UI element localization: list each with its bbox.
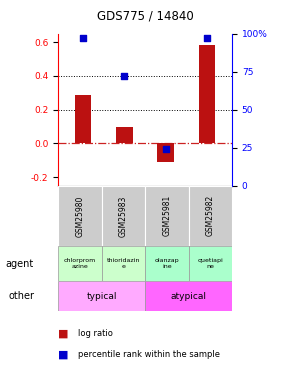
Bar — [116, 128, 133, 143]
Text: ■: ■ — [58, 329, 68, 339]
Text: GSM25980: GSM25980 — [75, 195, 84, 237]
Text: agent: agent — [6, 258, 34, 268]
Text: GSM25983: GSM25983 — [119, 195, 128, 237]
Text: typical: typical — [86, 292, 117, 301]
Text: log ratio: log ratio — [78, 329, 113, 338]
Bar — [145, 281, 232, 311]
Point — [81, 35, 85, 41]
Text: olanzap
ine: olanzap ine — [155, 258, 179, 269]
Point — [122, 73, 127, 79]
Text: other: other — [8, 291, 34, 301]
Text: GDS775 / 14840: GDS775 / 14840 — [97, 9, 193, 22]
Text: percentile rank within the sample: percentile rank within the sample — [78, 350, 220, 359]
Bar — [199, 45, 215, 143]
Bar — [58, 246, 102, 281]
Text: thioridazin
e: thioridazin e — [106, 258, 140, 269]
Bar — [102, 186, 145, 246]
Bar — [102, 246, 145, 281]
Bar — [188, 246, 232, 281]
Bar — [145, 186, 188, 246]
Bar — [75, 95, 91, 143]
Text: GSM25981: GSM25981 — [162, 195, 171, 237]
Bar — [58, 281, 145, 311]
Bar — [145, 246, 188, 281]
Point — [205, 35, 209, 41]
Text: chlorprom
azine: chlorprom azine — [64, 258, 96, 269]
Bar — [58, 186, 102, 246]
Point — [163, 146, 168, 152]
Bar — [157, 143, 174, 162]
Text: GSM25982: GSM25982 — [206, 195, 215, 237]
Bar — [188, 186, 232, 246]
Text: ■: ■ — [58, 350, 68, 359]
Text: quetiapi
ne: quetiapi ne — [197, 258, 223, 269]
Text: atypical: atypical — [171, 292, 206, 301]
